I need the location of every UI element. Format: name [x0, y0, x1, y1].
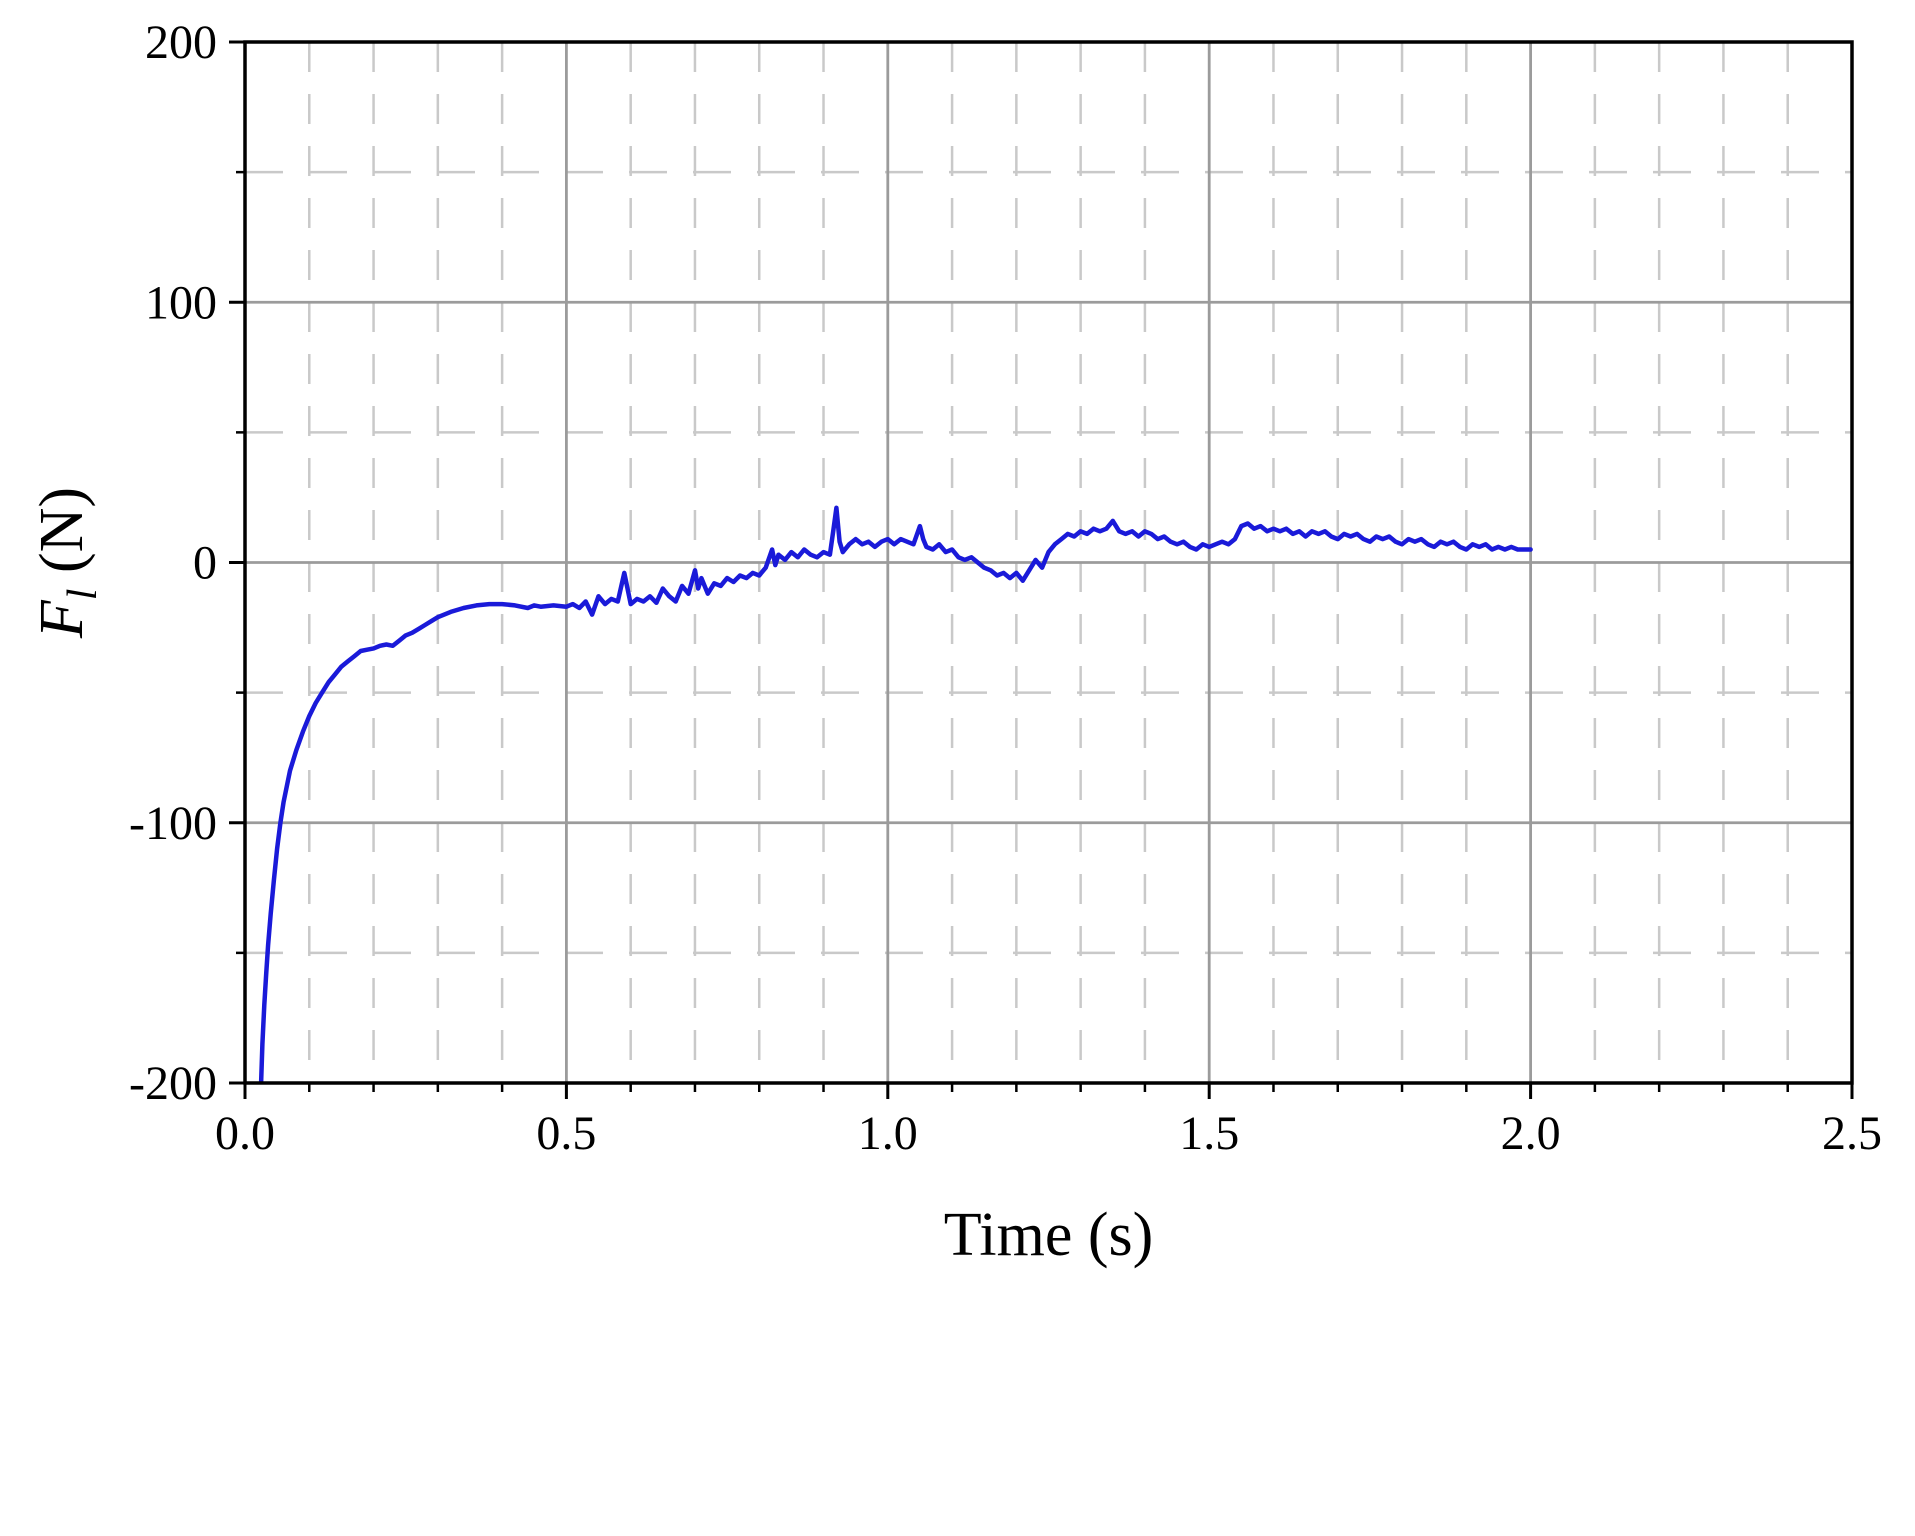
y-tick-label: 0 [193, 537, 217, 590]
data-line [258, 505, 1533, 1083]
y-axis-label: Fl (N) [28, 487, 106, 639]
x-tick-label: 2.0 [1501, 1107, 1561, 1160]
x-axis-label: Time (s) [944, 1201, 1154, 1269]
axis-ticks [229, 40, 1854, 1099]
y-tick-label: -200 [129, 1057, 217, 1110]
major-gridlines [245, 42, 1852, 1083]
y-tick-labels: -200 -100 0 100 200 [129, 16, 217, 1110]
x-tick-label: 0.5 [536, 1107, 596, 1160]
x-tick-label: 1.5 [1179, 1107, 1239, 1160]
y-tick-label: 100 [145, 276, 217, 329]
x-tick-labels: 0.0 0.5 1.0 1.5 2.0 2.5 [215, 1107, 1882, 1160]
x-tick-label: 1.0 [858, 1107, 918, 1160]
x-tick-label: 0.0 [215, 1107, 275, 1160]
y-tick-label: 200 [145, 16, 217, 69]
x-tick-label: 2.5 [1822, 1107, 1882, 1160]
y-tick-label: -100 [129, 797, 217, 850]
series-F_l [258, 505, 1533, 1083]
